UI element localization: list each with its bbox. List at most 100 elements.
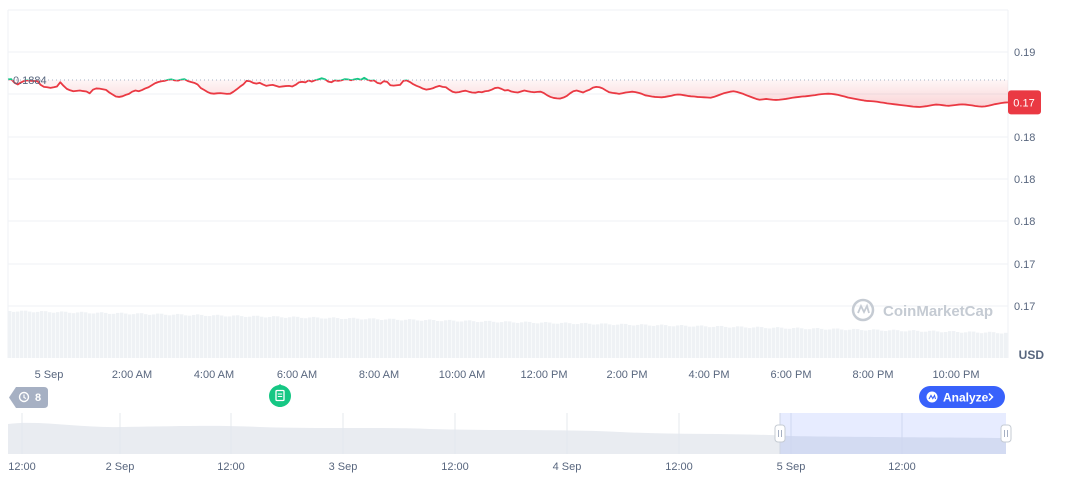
navigator-selection[interactable]	[780, 413, 1006, 454]
volume-bar	[28, 311, 32, 358]
volume-bar	[168, 315, 172, 358]
volume-bar	[492, 321, 496, 358]
volume-bar	[504, 321, 508, 358]
volume-bar	[144, 314, 148, 358]
volume-bar	[132, 314, 136, 358]
volume-bar	[264, 317, 268, 358]
volume-bar	[920, 331, 924, 358]
volume-bar	[700, 325, 704, 358]
volume-bar	[408, 319, 412, 358]
volume-bar	[576, 324, 580, 358]
volume-bar	[872, 329, 876, 358]
volume-bar	[708, 327, 712, 358]
volume-bar	[244, 316, 248, 358]
volume-bar	[784, 328, 788, 358]
volume-bar	[360, 319, 364, 358]
volume-bar	[116, 312, 120, 358]
volume-bar	[776, 327, 780, 358]
volume-bar	[304, 318, 308, 358]
navigator-right-handle[interactable]	[1000, 424, 1012, 443]
volume-bar	[216, 314, 220, 358]
volume-bar	[320, 318, 324, 358]
volume-bar	[76, 312, 80, 358]
volume-bar	[444, 320, 448, 358]
volume-bar	[176, 313, 180, 358]
y-tick-label: 0.17	[1014, 259, 1035, 271]
volume-bar	[460, 321, 464, 358]
volume-bar	[792, 327, 796, 358]
volume-bar	[352, 317, 356, 358]
volume-bar	[572, 324, 576, 358]
volume-bar	[332, 317, 336, 358]
price-series[interactable]	[7, 76, 1009, 108]
volume-bar	[952, 331, 956, 358]
volume-bar	[1004, 332, 1008, 358]
x-tick-label: 10:00 PM	[932, 369, 979, 381]
volume-bar	[152, 314, 156, 358]
volume-bar	[268, 316, 272, 358]
current-price-background	[1008, 90, 1041, 115]
volume-bar	[548, 322, 552, 358]
volume-bar	[692, 326, 696, 358]
volume-bar	[612, 325, 616, 358]
navigator-tick-label: 12:00	[8, 461, 36, 473]
volume-bar	[900, 331, 904, 358]
volume-bar	[884, 331, 888, 358]
volume-bar	[660, 324, 664, 358]
volume-bar	[8, 311, 12, 358]
volume-bar	[376, 319, 380, 358]
volume-bar	[300, 317, 304, 358]
news-marker[interactable]	[269, 384, 291, 407]
volume-bar	[892, 329, 896, 358]
volume-bar	[968, 331, 972, 358]
volume-bar	[768, 328, 772, 358]
navigator-tick-label: 12:00	[441, 461, 469, 473]
volume-bar	[964, 332, 968, 358]
history-count: 8	[35, 392, 41, 404]
volume-bar	[192, 314, 196, 358]
volume-bar	[704, 326, 708, 358]
reference-price-label: 0.1884	[13, 75, 47, 87]
volume-bar	[856, 329, 860, 358]
x-tick-label: 5 Sep	[35, 369, 64, 381]
range-navigator[interactable]	[8, 413, 1012, 454]
chevron-right-icon	[988, 392, 994, 402]
x-tick-label: 8:00 PM	[853, 369, 894, 381]
y-tick-label: 0.18	[1014, 216, 1035, 228]
x-tick-label: 2:00 PM	[607, 369, 648, 381]
volume-bar	[224, 316, 228, 358]
volume-bar	[624, 323, 628, 358]
volume-bar	[204, 315, 208, 358]
volume-bar	[44, 311, 48, 358]
volume-bar	[292, 316, 296, 358]
history-badge[interactable]: 8	[9, 387, 48, 408]
volume-bar	[812, 328, 816, 358]
navigator-left-handle[interactable]	[774, 424, 786, 443]
volume-bar	[488, 320, 492, 358]
volume-bar	[908, 330, 912, 358]
volume-bar	[616, 324, 620, 358]
analyze-button[interactable]: Analyze	[919, 386, 1005, 408]
volume-bar	[100, 312, 104, 358]
volume-bar	[464, 320, 468, 358]
volume-bar	[860, 330, 864, 358]
volume-bar	[808, 329, 812, 358]
volume-bar	[836, 328, 840, 358]
volume-bar	[760, 327, 764, 358]
volume-bar	[888, 330, 892, 358]
volume-bar	[1000, 333, 1004, 358]
volume-bar	[404, 319, 408, 358]
x-tick-label: 8:00 AM	[359, 369, 399, 381]
document-icon	[275, 389, 285, 402]
volume-bar	[500, 322, 504, 358]
volume-bar	[72, 313, 76, 358]
volume-bar	[764, 328, 768, 358]
volume-bar	[32, 312, 36, 358]
volume-bar	[20, 310, 24, 358]
volume-bar	[392, 318, 396, 358]
x-axis: 5 Sep 2:00 AM 4:00 AM 6:00 AM 8:00 AM 10:00 A…	[35, 369, 980, 381]
analyze-label: Analyze	[943, 391, 989, 405]
y-tick-label: 0.18	[1014, 132, 1035, 144]
volume-bar	[980, 333, 984, 358]
